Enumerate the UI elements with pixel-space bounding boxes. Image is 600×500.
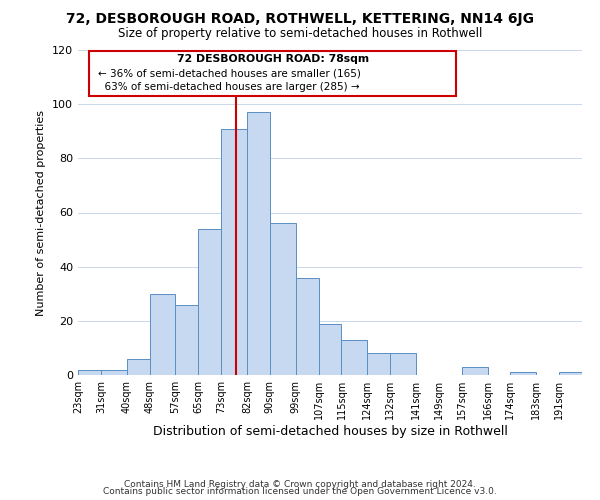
Bar xyxy=(296,278,319,375)
Bar xyxy=(78,370,101,375)
Bar xyxy=(127,359,149,375)
X-axis label: Distribution of semi-detached houses by size in Rothwell: Distribution of semi-detached houses by … xyxy=(152,425,508,438)
Bar xyxy=(511,372,536,375)
Text: Contains public sector information licensed under the Open Government Licence v3: Contains public sector information licen… xyxy=(103,488,497,496)
Y-axis label: Number of semi-detached properties: Number of semi-detached properties xyxy=(37,110,46,316)
FancyBboxPatch shape xyxy=(89,52,456,96)
Bar xyxy=(175,304,198,375)
Bar xyxy=(559,372,582,375)
Text: 63% of semi-detached houses are larger (285) →: 63% of semi-detached houses are larger (… xyxy=(98,82,359,92)
Text: Contains HM Land Registry data © Crown copyright and database right 2024.: Contains HM Land Registry data © Crown c… xyxy=(124,480,476,489)
Text: ← 36% of semi-detached houses are smaller (165): ← 36% of semi-detached houses are smalle… xyxy=(98,68,361,78)
Bar xyxy=(270,224,296,375)
Bar xyxy=(247,112,270,375)
Bar xyxy=(367,354,390,375)
Text: 72 DESBOROUGH ROAD: 78sqm: 72 DESBOROUGH ROAD: 78sqm xyxy=(176,54,369,64)
Bar xyxy=(149,294,175,375)
Text: 72, DESBOROUGH ROAD, ROTHWELL, KETTERING, NN14 6JG: 72, DESBOROUGH ROAD, ROTHWELL, KETTERING… xyxy=(66,12,534,26)
Bar xyxy=(319,324,341,375)
Bar xyxy=(462,367,487,375)
Bar xyxy=(198,229,221,375)
Bar xyxy=(390,354,416,375)
Bar xyxy=(101,370,127,375)
Text: Size of property relative to semi-detached houses in Rothwell: Size of property relative to semi-detach… xyxy=(118,28,482,40)
Bar xyxy=(221,128,247,375)
Bar xyxy=(341,340,367,375)
